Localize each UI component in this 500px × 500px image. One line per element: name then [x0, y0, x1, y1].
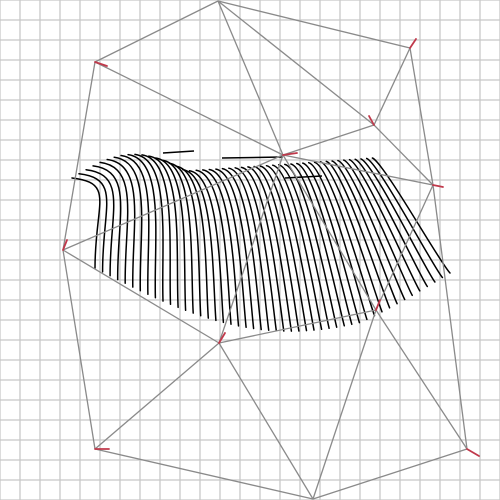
vertex-marker-icon — [466, 448, 480, 457]
streamline — [120, 154, 150, 296]
vertex-marker-icon — [94, 61, 108, 67]
mesh-edge — [62, 61, 96, 251]
mesh-edge — [218, 154, 284, 344]
streamline — [253, 165, 300, 332]
streamline-field — [71, 150, 451, 332]
streamline — [134, 153, 164, 302]
streamline — [188, 170, 225, 324]
streamline — [307, 161, 368, 321]
mesh-edge — [432, 184, 468, 450]
streamline — [78, 173, 108, 273]
mesh-edge — [217, 0, 284, 156]
streamline — [162, 150, 195, 154]
streamline — [284, 175, 323, 179]
streamline — [265, 164, 315, 331]
streamline — [85, 168, 115, 277]
streamline — [202, 169, 240, 327]
streamline — [215, 168, 255, 330]
streamline — [92, 165, 122, 281]
streamline — [302, 162, 361, 324]
streamline — [234, 167, 278, 332]
streamline — [278, 164, 330, 330]
mesh-edge — [312, 309, 377, 500]
streamline — [127, 153, 157, 299]
streamline — [290, 163, 346, 327]
streamline — [259, 165, 308, 332]
vertex-marker-icon — [218, 332, 226, 344]
streamline — [354, 158, 429, 288]
streamline — [106, 158, 136, 288]
streamline — [154, 157, 187, 312]
vertex-marker-icon — [62, 239, 68, 251]
mesh-edge — [409, 47, 434, 186]
streamline — [99, 161, 129, 285]
vertex-marker-icon — [375, 299, 381, 311]
streamline — [365, 157, 444, 279]
streamline — [331, 160, 398, 305]
streamline — [221, 156, 284, 159]
mesh-edge — [94, 448, 314, 500]
streamline — [360, 158, 436, 283]
streamline — [208, 168, 247, 329]
streamline — [296, 162, 353, 326]
streamline — [195, 169, 232, 325]
vertex-marker-icon — [432, 184, 444, 188]
mesh-edge — [373, 47, 411, 126]
vertex-marker-icon — [368, 115, 375, 126]
streamline — [161, 159, 194, 314]
mesh-edge — [375, 184, 434, 311]
streamline — [371, 157, 451, 274]
streamline — [175, 165, 210, 319]
streamline — [113, 156, 143, 292]
mesh-edges — [62, 0, 468, 500]
streamline — [182, 168, 217, 322]
streamline — [342, 159, 413, 297]
mesh-edge — [62, 249, 220, 344]
streamline — [71, 177, 101, 269]
streamline — [141, 154, 172, 306]
mesh-edge — [375, 309, 468, 450]
streamline — [221, 167, 262, 331]
mesh-edge — [312, 448, 468, 500]
mesh-edge — [282, 154, 434, 186]
streamline — [271, 164, 323, 331]
mesh-edge — [62, 249, 96, 450]
streamline — [168, 162, 202, 317]
mesh-edge — [94, 61, 284, 156]
mesh-edge — [282, 154, 377, 311]
streamline — [240, 166, 285, 332]
mesh-edge — [94, 0, 219, 63]
mesh-edge — [62, 154, 284, 251]
mesh-edge — [94, 342, 220, 450]
mesh-edge — [282, 124, 375, 156]
mesh-edge — [373, 124, 434, 186]
mesh-edge — [218, 342, 314, 500]
mesh-edge — [217, 0, 411, 49]
mesh-edge — [218, 309, 377, 344]
streamline — [148, 155, 179, 309]
vertex-marker-icon — [282, 152, 298, 156]
streamline — [348, 158, 421, 292]
streamline — [313, 161, 376, 317]
streamline — [247, 166, 293, 332]
vertex-marker-icon — [409, 38, 417, 49]
vertex-markers — [62, 38, 480, 457]
mesh-edge — [217, 0, 375, 126]
streamline — [319, 161, 383, 313]
streamline — [325, 160, 391, 309]
